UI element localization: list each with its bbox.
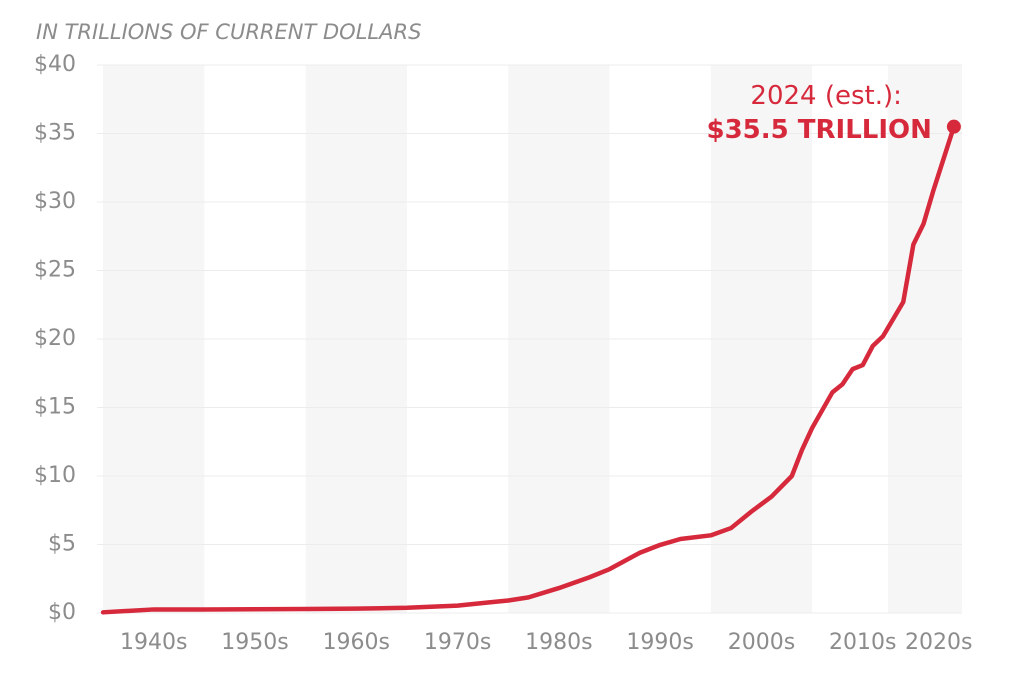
annotation-value: $35.5 TRILLION [706, 115, 931, 145]
y-tick-label: $30 [34, 189, 76, 214]
data-line [100, 124, 957, 615]
x-tick-label: 1990s [626, 630, 693, 655]
y-tick-label: $25 [34, 258, 76, 283]
x-tick-label: 1950s [221, 630, 288, 655]
x-tick-label: 1970s [424, 630, 491, 655]
y-tick-label: $35 [34, 121, 76, 146]
x-tick-label: 1960s [323, 630, 390, 655]
x-tick-label: 1940s [120, 630, 187, 655]
y-tick-label: $10 [34, 463, 76, 488]
y-tick-label: $40 [34, 52, 76, 77]
annotation-label: 2024 (est.): [750, 81, 901, 111]
y-tick-label: $15 [34, 395, 76, 420]
y-tick-label: $20 [34, 326, 76, 351]
end-dot [946, 119, 961, 134]
y-tick-label: $5 [48, 532, 76, 557]
x-tick-label: 1980s [525, 630, 592, 655]
chart-subtitle: IN TRILLIONS OF CURRENT DOLLARS [36, 20, 421, 44]
y-tick-label: $0 [48, 600, 76, 625]
x-tick-label: 2000s [728, 630, 795, 655]
x-tick-label: 2010s [829, 630, 896, 655]
x-tick-label: 2020s [905, 630, 972, 655]
